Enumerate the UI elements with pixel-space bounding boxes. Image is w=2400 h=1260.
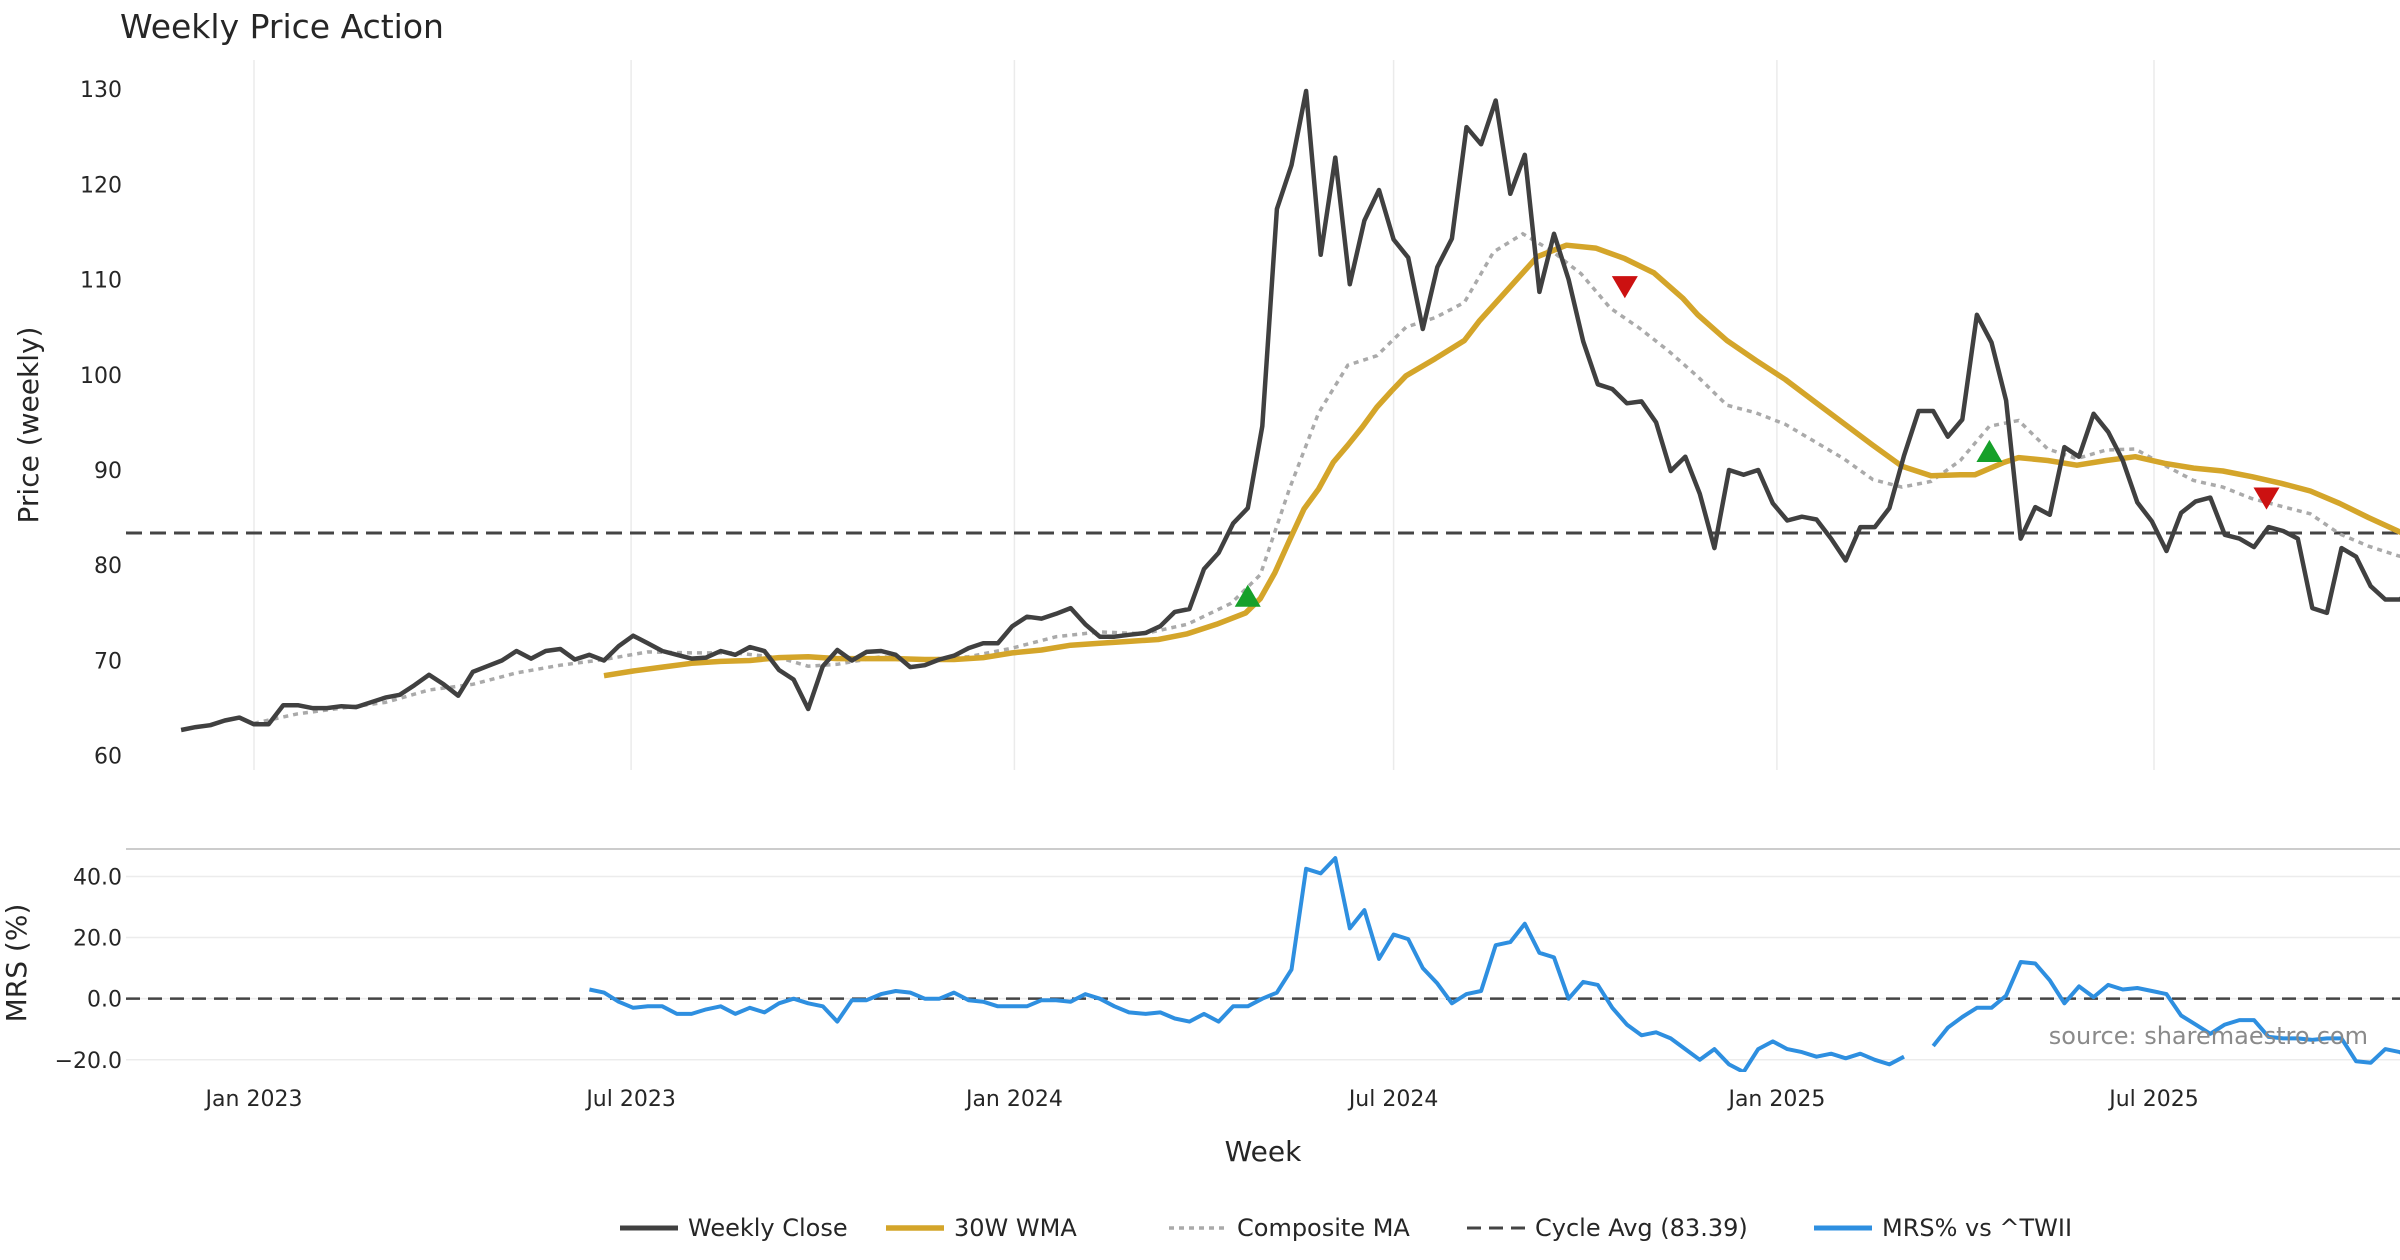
legend-label-composite: Composite MA: [1237, 1214, 1410, 1242]
price-y-tick-label: 70: [94, 649, 122, 674]
price-y-axis-label: Price (weekly): [12, 327, 45, 524]
mrs-lines: [588, 856, 2400, 1072]
x-tick-label: Jul 2025: [2107, 1087, 2199, 1112]
price-y-tick-label: 100: [80, 364, 122, 389]
mrs-y-tick-label: −20.0: [55, 1049, 122, 1074]
buy-signal-marker: [1976, 439, 2003, 463]
legend: Weekly Close 30W WMA Composite MA Cycle Avg…: [620, 1214, 2072, 1242]
buy-signal-marker: [1234, 584, 1261, 607]
price-y-tick-label: 80: [94, 554, 122, 579]
price-y-tick-label: 120: [80, 173, 122, 198]
legend-label-close: Weekly Close: [688, 1214, 848, 1242]
chart-title: Weekly Price Action: [120, 7, 444, 46]
sell-signal-marker: [2253, 487, 2280, 510]
x-tick-label: Jan 2024: [964, 1087, 1063, 1112]
legend-label-mrs: MRS% vs ^TWII: [1882, 1214, 2072, 1242]
x-tick-label: Jan 2023: [204, 1087, 303, 1112]
x-axis-label: Week: [1225, 1135, 1302, 1168]
mrs-y-axis-label: MRS (%): [0, 904, 33, 1023]
price-y-tick-label: 130: [80, 78, 122, 103]
price-y-tick-label: 110: [80, 269, 122, 294]
source-note: source: sharemaestro.com: [2049, 1022, 2368, 1050]
weekly-close-line: [180, 88, 2400, 733]
wma-30w-line: [603, 242, 2400, 679]
signal-markers: [1234, 276, 2280, 607]
mrs-y-tick-label: 20.0: [73, 927, 122, 952]
mrs-line-segment: [1931, 960, 2400, 1065]
sell-signal-marker: [1611, 276, 1638, 299]
x-tick-label: Jul 2023: [584, 1087, 676, 1112]
x-tick-label: Jul 2024: [1347, 1087, 1439, 1112]
price-grid: [253, 60, 2155, 770]
mrs-y-tick-label: 40.0: [73, 865, 122, 890]
x-tick-label: Jan 2025: [1726, 1087, 1825, 1112]
price-y-ticks: 60 70 80 90 100 110 120 130: [80, 78, 122, 770]
mrs-y-ticks: −20.0 0.0 20.0 40.0: [55, 865, 122, 1073]
legend-label-wma: 30W WMA: [954, 1214, 1077, 1242]
price-y-tick-label: 90: [94, 459, 122, 484]
x-ticks: Jan 2023 Jul 2023 Jan 2024 Jul 2024 Jan 2025…: [204, 1087, 2199, 1112]
mrs-y-tick-label: 0.0: [87, 988, 122, 1013]
legend-label-cycle: Cycle Avg (83.39): [1535, 1214, 1748, 1242]
mrs-line-segment: [588, 856, 1905, 1072]
price-y-tick-label: 60: [94, 745, 122, 770]
